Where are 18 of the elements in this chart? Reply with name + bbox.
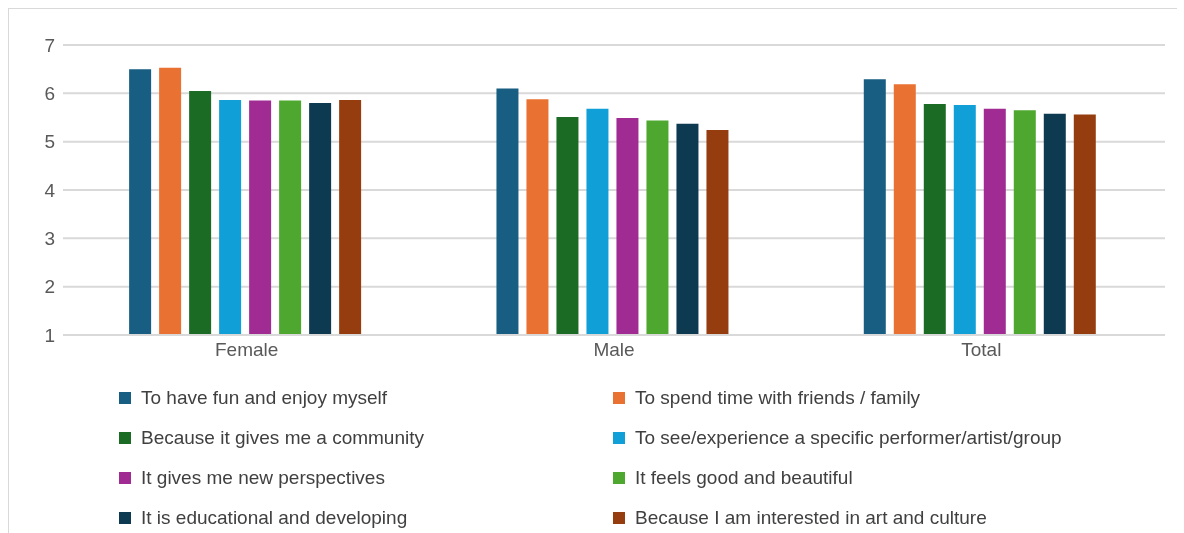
legend-label: Because I am interested in art and culture	[635, 507, 987, 529]
y-tick-label: 6	[44, 83, 55, 105]
legend-label: To see/experience a specific performer/artist/group	[635, 427, 1062, 449]
x-tick-label: Total	[961, 339, 1002, 361]
y-tick-label: 2	[44, 276, 55, 298]
legend-label: It is educational and developing	[141, 507, 408, 529]
legend-label: It gives me new perspectives	[141, 467, 385, 489]
y-tick-label: 3	[44, 228, 55, 250]
y-tick-label: 5	[44, 131, 55, 153]
legend-label: To spend time with friends / family	[635, 387, 921, 409]
legend-label: Because it gives me a community	[141, 427, 425, 449]
legend-label: To have fun and enjoy myself	[141, 387, 388, 409]
y-tick-label: 4	[44, 179, 56, 201]
x-tick-label: Female	[214, 339, 279, 361]
y-tick-label: 7	[44, 34, 55, 56]
y-tick-label: 1	[44, 324, 55, 346]
legend-label: It feels good and beautiful	[635, 467, 853, 489]
x-tick-label: Male	[593, 339, 635, 361]
